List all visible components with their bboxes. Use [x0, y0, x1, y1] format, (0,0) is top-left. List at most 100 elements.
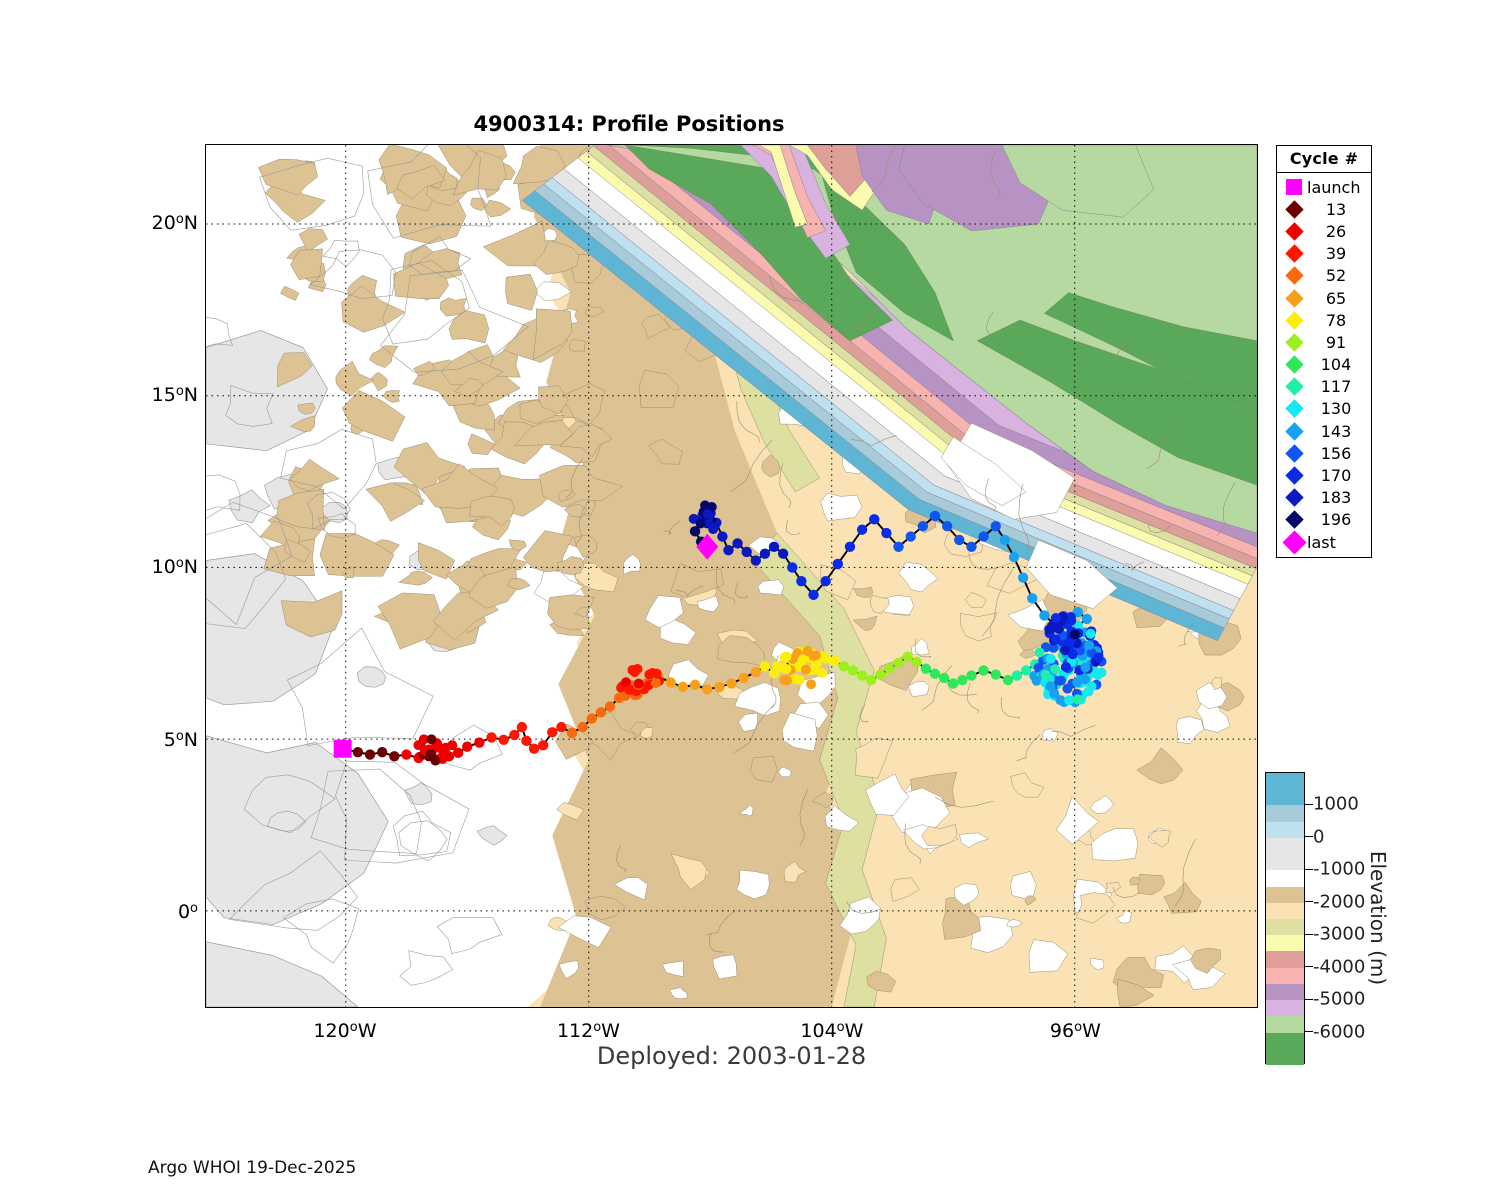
profile-point: [547, 727, 558, 738]
profile-point: [800, 664, 811, 675]
profile-point: [905, 531, 916, 542]
legend-items: launch 13 26 39 52 65 78 91 104 117 130 143 156 170 18…: [1277, 173, 1371, 557]
profile-point: [738, 672, 749, 684]
profile-point: [732, 538, 743, 549]
profile-point: [796, 575, 807, 587]
profile-point: [808, 651, 819, 662]
profile-point: [1050, 634, 1061, 645]
profile-point: [1031, 675, 1042, 686]
legend-item-39[interactable]: 39: [1277, 243, 1371, 265]
profile-point: [957, 674, 968, 686]
legend-item-label: 91: [1325, 332, 1347, 352]
profile-point: [1040, 669, 1051, 680]
profile-point: [1050, 664, 1061, 675]
legend-item-52[interactable]: 52: [1277, 265, 1371, 287]
profile-point: [1027, 593, 1038, 604]
profile-point: [779, 652, 790, 663]
profile-point: [1061, 662, 1072, 672]
profile-point: [1011, 670, 1023, 681]
y-tick-label: 15oN: [151, 384, 198, 407]
colorbar-band: [1266, 983, 1304, 1001]
profile-point: [1072, 677, 1083, 688]
cycle-legend[interactable]: Cycle # launch 13 26 39 52 65 78 91 104 117 130 143…: [1276, 145, 1372, 559]
colorbar-tick-label: -4000: [1304, 956, 1365, 977]
page-title: 4900314: Profile Positions: [473, 112, 785, 136]
map-panel[interactable]: [205, 144, 1258, 1008]
profile-point: [651, 668, 662, 679]
profile-point: [929, 668, 941, 680]
profile-point: [714, 681, 725, 693]
profile-point: [832, 558, 844, 570]
legend-item-label: 143: [1320, 421, 1352, 441]
legend-item-26[interactable]: 26: [1277, 220, 1371, 242]
legend-item-130[interactable]: 130: [1277, 398, 1371, 420]
cycle-marker-icon: [1283, 488, 1305, 507]
profile-point: [1066, 611, 1077, 622]
profile-point: [1084, 640, 1095, 651]
colorbar-band: [1266, 951, 1304, 968]
profile-point: [1064, 637, 1075, 648]
profile-point: [1048, 642, 1059, 653]
colorbar-tick-mark: [1304, 1031, 1313, 1033]
cycle-marker-icon: [1283, 333, 1305, 352]
legend-item-143[interactable]: 143: [1277, 420, 1371, 442]
legend-item-78[interactable]: 78: [1277, 309, 1371, 331]
profile-point: [806, 679, 817, 690]
legend-item-104[interactable]: 104: [1277, 354, 1371, 376]
cycle-marker-icon: [1283, 200, 1305, 219]
colorbar-tick-mark: [1304, 868, 1313, 870]
colorbar-tick-label: -3000: [1304, 924, 1365, 945]
legend-item-65[interactable]: 65: [1277, 287, 1371, 309]
colorbar-tick-mark: [1304, 803, 1313, 805]
y-tick-label: 0o: [177, 900, 198, 923]
profile-point: [1057, 613, 1068, 624]
legend-item-label: 39: [1325, 244, 1347, 264]
cycle-marker-icon: [1283, 466, 1305, 485]
profile-point: [586, 713, 597, 724]
profile-point: [1045, 653, 1056, 664]
cycle-marker-icon: [1283, 355, 1305, 374]
profile-point: [966, 670, 977, 681]
cycle-marker-icon: [1283, 266, 1305, 286]
profile-point: [917, 521, 929, 532]
colorbar-band: [1266, 1016, 1304, 1033]
profile-point: [978, 531, 989, 542]
colorbar-tick-mark: [1304, 966, 1313, 968]
profile-point: [1039, 610, 1050, 621]
legend-item-170[interactable]: 170: [1277, 464, 1371, 486]
profile-point: [1049, 688, 1060, 699]
legend-item-156[interactable]: 156: [1277, 442, 1371, 464]
profile-point: [665, 677, 676, 688]
y-tick-label: 5oN: [163, 728, 198, 751]
colorbar-tick-label: -5000: [1304, 989, 1365, 1010]
legend-item-91[interactable]: 91: [1277, 331, 1371, 353]
profile-point: [741, 546, 752, 558]
map-canvas: [206, 145, 1257, 1007]
colorbar-band: [1266, 902, 1304, 919]
profile-point: [1034, 647, 1045, 658]
colorbar-tick-label: 1000: [1304, 794, 1359, 815]
legend-item-13[interactable]: 13: [1277, 198, 1371, 220]
legend-item-launch[interactable]: launch: [1277, 176, 1371, 198]
last-marker-icon: [1281, 530, 1307, 555]
profile-point: [650, 677, 661, 688]
colorbar-tick-label: -1000: [1304, 859, 1365, 880]
profile-point: [1020, 665, 1032, 676]
legend-item-196[interactable]: 196: [1277, 509, 1371, 531]
legend-item-117[interactable]: 117: [1277, 376, 1371, 398]
y-tick-label: 20oN: [151, 212, 198, 235]
legend-item-183[interactable]: 183: [1277, 487, 1371, 509]
profile-point: [629, 666, 640, 677]
profile-point: [844, 541, 856, 552]
profile-point: [856, 670, 868, 681]
profile-point: [750, 555, 761, 566]
profile-point: [702, 684, 713, 695]
profile-point: [1081, 613, 1093, 625]
profile-point: [893, 541, 904, 552]
legend-item-label: last: [1307, 532, 1336, 552]
x-tick-label: 120oW: [313, 1020, 377, 1042]
profile-point: [954, 534, 965, 546]
profile-point: [1060, 645, 1071, 656]
legend-item-label: launch: [1307, 177, 1361, 197]
legend-item-last[interactable]: last: [1277, 530, 1371, 555]
